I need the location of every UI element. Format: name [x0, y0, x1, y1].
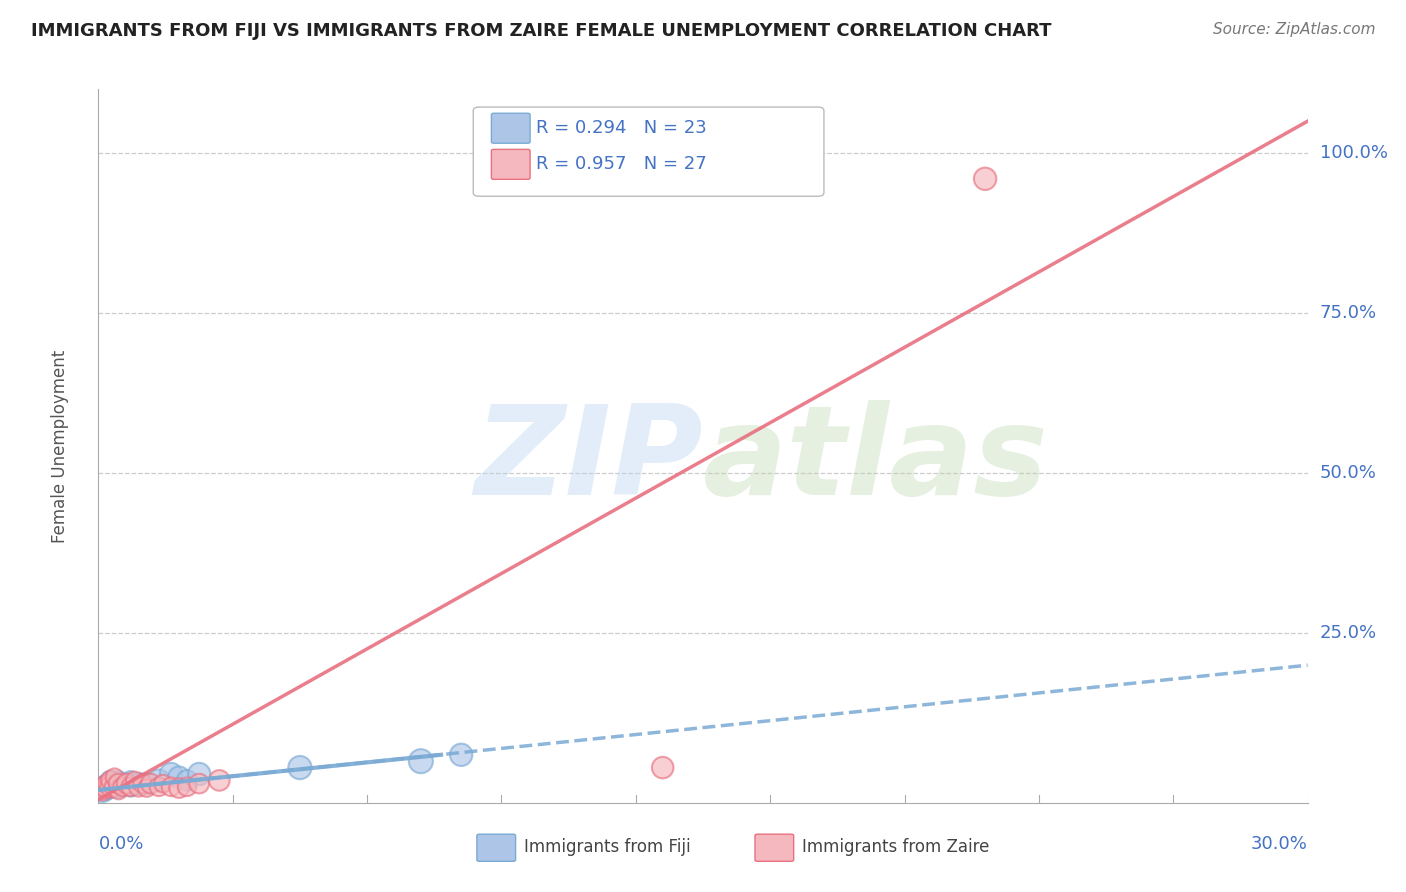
- FancyBboxPatch shape: [477, 834, 516, 862]
- Point: [167, 780, 190, 795]
- Text: 75.0%: 75.0%: [1320, 304, 1376, 322]
- Point: [96, 776, 118, 790]
- Point: [160, 780, 183, 794]
- Text: 30.0%: 30.0%: [1251, 835, 1308, 853]
- Text: Immigrants from Fiji: Immigrants from Fiji: [524, 838, 690, 856]
- Point: [135, 780, 157, 795]
- FancyBboxPatch shape: [755, 834, 794, 862]
- Point: [176, 773, 198, 788]
- Text: 25.0%: 25.0%: [1320, 624, 1376, 642]
- Text: Female Unemployment: Female Unemployment: [51, 350, 69, 542]
- Point: [139, 776, 162, 790]
- Point: [450, 747, 472, 762]
- Point: [91, 780, 114, 794]
- Point: [128, 776, 150, 790]
- Point: [409, 754, 432, 768]
- FancyBboxPatch shape: [492, 113, 530, 144]
- Point: [120, 773, 142, 788]
- Point: [148, 773, 170, 788]
- Point: [974, 171, 997, 186]
- Point: [176, 780, 198, 794]
- Point: [96, 780, 118, 795]
- Text: R = 0.957   N = 27: R = 0.957 N = 27: [536, 155, 707, 173]
- Point: [107, 780, 129, 794]
- Point: [96, 780, 118, 795]
- Text: 0.0%: 0.0%: [98, 835, 143, 853]
- Point: [135, 776, 157, 790]
- Point: [132, 776, 155, 790]
- Point: [107, 783, 129, 797]
- Point: [188, 767, 211, 781]
- Point: [120, 780, 142, 794]
- Point: [91, 780, 114, 794]
- Point: [152, 776, 174, 790]
- Point: [167, 770, 190, 784]
- Point: [288, 761, 311, 775]
- Point: [128, 780, 150, 794]
- Point: [111, 776, 134, 790]
- Text: atlas: atlas: [703, 400, 1049, 521]
- FancyBboxPatch shape: [492, 149, 530, 179]
- Point: [124, 773, 146, 788]
- Text: Immigrants from Zaire: Immigrants from Zaire: [803, 838, 990, 856]
- Point: [107, 773, 129, 788]
- Point: [107, 776, 129, 790]
- Point: [120, 780, 142, 794]
- Text: R = 0.294   N = 23: R = 0.294 N = 23: [536, 120, 707, 137]
- Point: [148, 780, 170, 794]
- Point: [208, 773, 231, 788]
- Point: [103, 776, 125, 790]
- Point: [103, 780, 125, 794]
- FancyBboxPatch shape: [474, 107, 824, 196]
- Text: 100.0%: 100.0%: [1320, 145, 1388, 162]
- Point: [188, 776, 211, 790]
- Point: [100, 773, 122, 788]
- Text: Source: ZipAtlas.com: Source: ZipAtlas.com: [1212, 22, 1375, 37]
- Point: [160, 767, 183, 781]
- Point: [115, 776, 138, 790]
- Point: [91, 783, 114, 797]
- Point: [100, 780, 122, 794]
- Point: [100, 773, 122, 788]
- Text: ZIP: ZIP: [474, 400, 703, 521]
- Point: [111, 780, 134, 794]
- Point: [100, 780, 122, 794]
- Point: [96, 776, 118, 790]
- Text: IMMIGRANTS FROM FIJI VS IMMIGRANTS FROM ZAIRE FEMALE UNEMPLOYMENT CORRELATION CH: IMMIGRANTS FROM FIJI VS IMMIGRANTS FROM …: [31, 22, 1052, 40]
- Point: [115, 776, 138, 790]
- Point: [651, 761, 673, 775]
- Text: 50.0%: 50.0%: [1320, 464, 1376, 483]
- Point: [103, 770, 125, 784]
- Point: [91, 783, 114, 797]
